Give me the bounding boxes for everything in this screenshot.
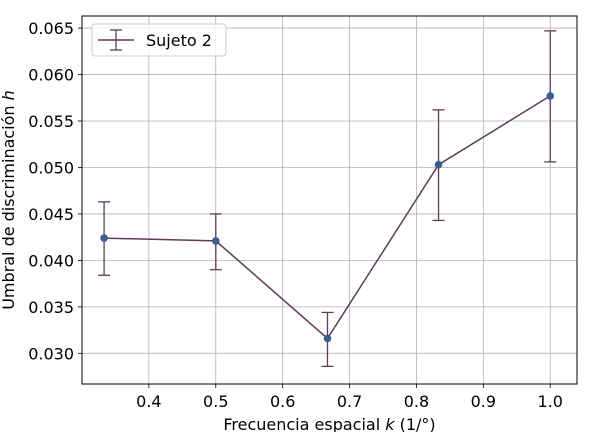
x-axis-label: Frecuencia espacial k (1/°) [223,415,435,432]
x-tick-label: 0.5 [203,392,228,411]
legend: Sujeto 2 [91,23,227,57]
y-tick-label: 0.060 [28,66,74,85]
x-axis-label-text: Frecuencia espacial [223,415,385,432]
x-tick-label: 0.7 [337,392,362,411]
legend-label: Sujeto 2 [146,31,212,50]
x-tick-label: 1.0 [538,392,563,411]
data-point [434,160,443,169]
y-axis-label-text: Umbral de discriminación [0,100,18,309]
x-axis-ticks: 0.4 0.5 0.6 0.7 0.8 0.9 1.0 [136,384,563,411]
grid-lines [82,16,577,384]
x-axis-label-symbol: k [385,415,395,432]
x-tick-label: 0.6 [270,392,295,411]
x-tick-label: 0.9 [471,392,496,411]
y-tick-label: 0.065 [28,19,74,38]
x-tick-label: 0.4 [136,392,161,411]
y-tick-label: 0.030 [28,344,74,363]
data-point [211,237,220,245]
plot-frame [81,15,578,385]
data-point [323,334,332,343]
x-tick-label: 0.8 [404,392,429,411]
x-axis-label-unit: (1/°) [395,415,436,432]
y-tick-label: 0.055 [28,112,74,131]
y-tick-label: 0.035 [28,298,74,317]
y-axis-ticks: 0.030 0.035 0.040 0.045 0.050 0.055 0.060 0.065 [28,19,82,363]
y-tick-label: 0.045 [28,205,74,224]
y-tick-label: 0.040 [28,251,74,270]
legend-handle [98,29,134,51]
data-point [100,234,108,242]
data-point [546,92,555,100]
y-axis-label: Umbral de discriminación h [0,90,18,310]
legend-box [91,23,227,57]
y-axis-label-symbol: h [0,90,18,100]
y-tick-label: 0.050 [28,158,74,177]
series-layer [98,30,557,367]
